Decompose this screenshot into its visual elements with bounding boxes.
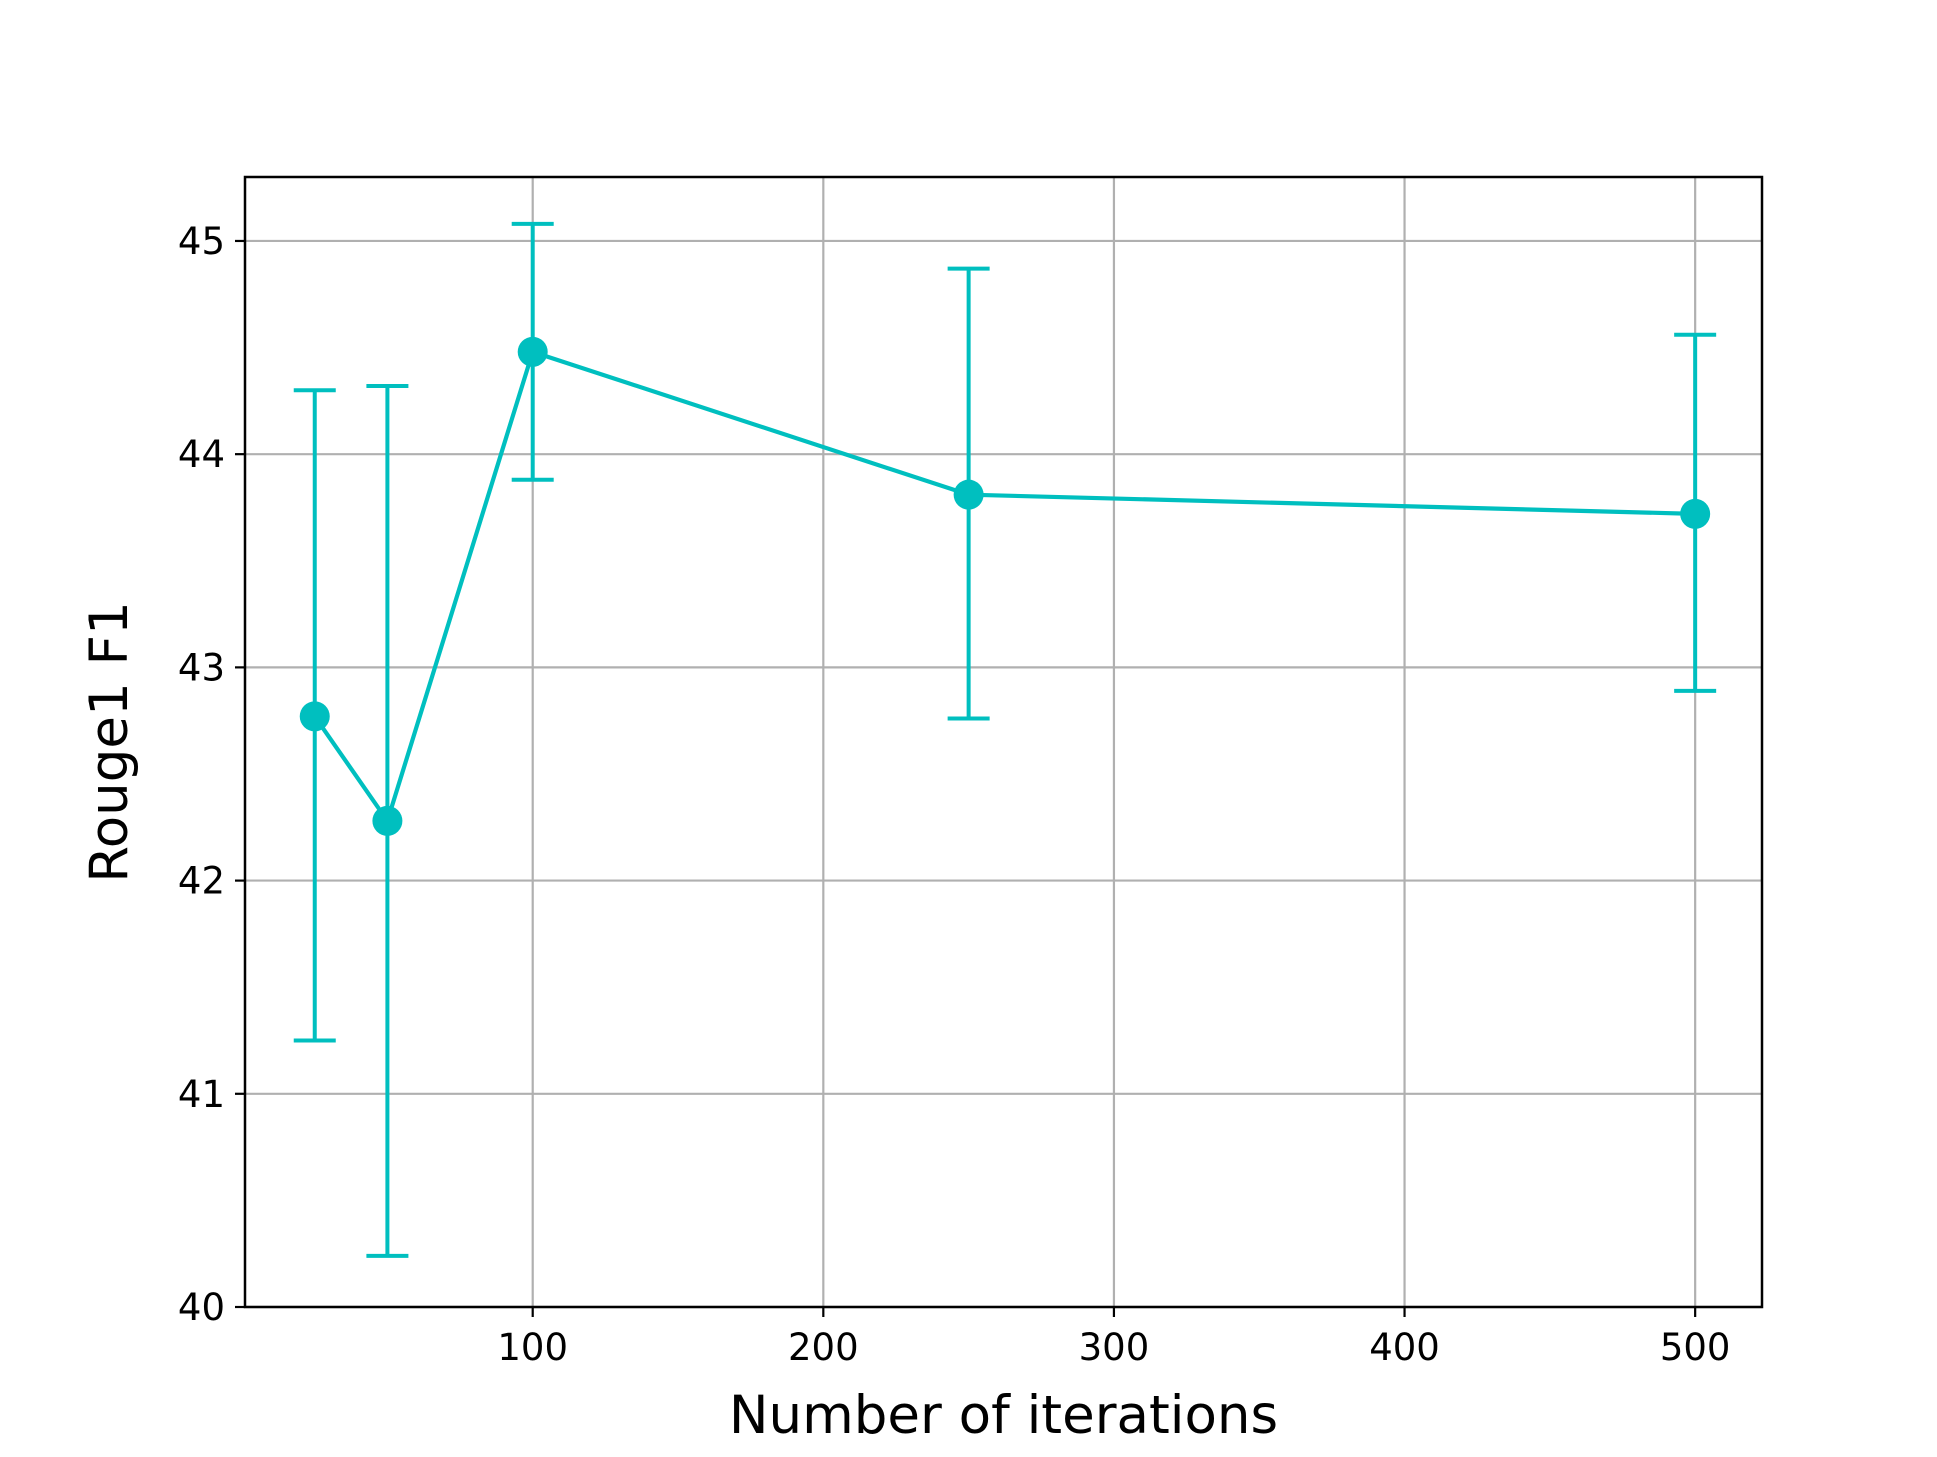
data-point: [517, 336, 548, 367]
y-axis-title: Rouge1 F1: [79, 601, 140, 883]
y-tick-label: 40: [178, 1286, 225, 1329]
data-series: [299, 336, 1711, 836]
y-tick-label: 41: [178, 1073, 225, 1116]
x-tick-label: 100: [497, 1326, 568, 1369]
y-tick-label: 42: [178, 860, 225, 903]
x-tick-label: 500: [1660, 1326, 1731, 1369]
x-tick-label: 300: [1079, 1326, 1150, 1369]
y-tick-label: 43: [178, 646, 225, 689]
x-tick-label: 400: [1369, 1326, 1440, 1369]
data-point: [953, 479, 984, 510]
data-point: [299, 701, 330, 732]
data-point: [372, 805, 403, 836]
plot-frame: [243, 175, 1764, 1309]
y-tick-label: 44: [178, 433, 225, 476]
y-tick-label: 45: [178, 220, 225, 263]
axis-ticks: 100 200 300 400 500 40 41 42 43 44 45: [178, 220, 1731, 1369]
data-point: [1680, 498, 1711, 529]
x-axis-title: Number of iterations: [729, 1385, 1278, 1446]
x-tick-label: 200: [788, 1326, 859, 1369]
